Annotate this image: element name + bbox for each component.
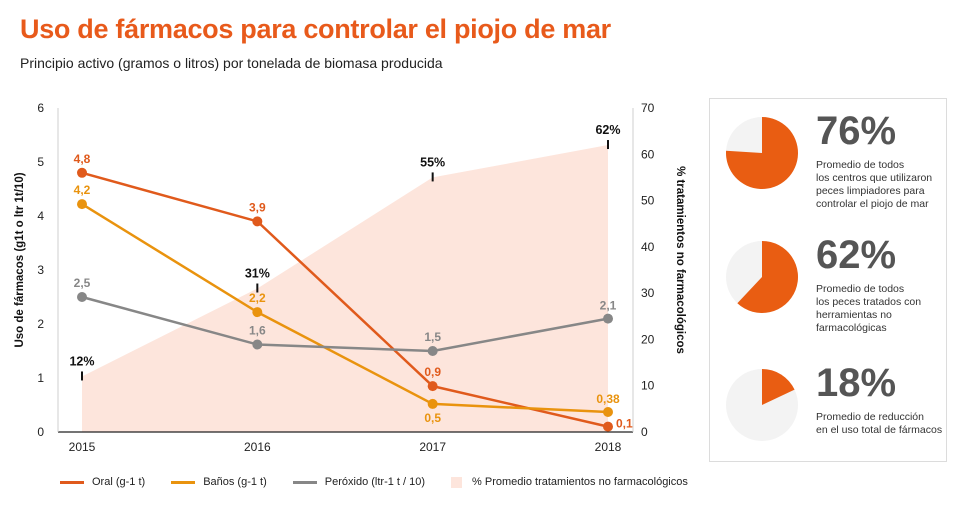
pie-chart-icon [726,117,798,189]
data-label: 4,8 [74,152,91,166]
y2-tick-label: 70 [641,101,655,115]
stat-description: Promedio de reducción en el uso total de… [816,411,943,436]
y-tick-label: 1 [37,371,44,385]
legend-item-area: % Promedio tratamientos no farmacológico… [451,476,688,488]
chart-title: Uso de fármacos para controlar el piojo … [20,14,611,44]
y2-tick-label: 20 [641,332,655,346]
series-point [77,167,87,178]
legend-item-peroxido: Peróxido (ltr-1 t / 10) [292,476,426,488]
data-label: 3,9 [249,200,266,214]
series-point [427,346,438,356]
pie-chart-icon [726,241,798,313]
stat-cleaner-fish: 76% Promedio de todos los centros que ut… [710,99,946,210]
legend-item-oral: Oral (g-1 t) [60,476,145,488]
y2-tick-label: 10 [641,379,655,393]
data-label: 2,1 [600,299,617,313]
legend-line-oral [60,480,84,484]
area-value-label: 31% [245,267,270,281]
legend-label-area: % Promedio tratamientos no farmacológico… [472,476,688,488]
series-point [427,381,438,392]
chart-legend: Oral (g-1 t) Baños (g-1 t) Peróxido (ltr… [60,476,714,488]
y-tick-label: 6 [37,101,44,115]
series-point [77,292,87,302]
data-label: 4,2 [74,183,91,197]
x-tick-label: 2017 [419,440,446,454]
y2-tick-label: 30 [641,286,655,300]
data-label: 0,1 [616,417,633,431]
pie-slice [737,241,798,313]
stat-description: Promedio de todos los centros que utiliz… [816,159,933,210]
series-line [81,295,609,353]
x-tick-label: 2018 [595,440,622,454]
y2-tick-label: 50 [641,194,655,208]
legend-label-banos: Baños (g-1 t) [203,476,267,488]
stat-description: Promedio de todos los peces tratados con… [816,283,922,334]
stats-panel: 76% Promedio de todos los centros que ut… [709,98,947,462]
legend-line-peroxido [292,480,317,484]
y-tick-label: 3 [37,263,44,277]
legend-item-banos: Baños (g-1 t) [171,476,267,488]
pie-chart-icon [726,369,798,441]
series-point [603,421,613,432]
series-point [603,407,613,418]
data-label: 0,5 [424,411,441,425]
legend-line-banos [171,480,196,484]
data-label: 2,5 [74,276,91,290]
y-tick-label: 5 [37,155,44,169]
y-tick-label: 2 [37,317,44,331]
y2-tick-label: 60 [641,147,655,161]
data-label: 1,6 [249,324,266,338]
data-label: 1,5 [424,330,441,344]
legend-label-oral: Oral (g-1 t) [92,476,146,488]
area-value-label: 55% [420,155,445,169]
data-label: 0,38 [596,392,620,406]
series-point [603,313,613,324]
pie-slice [726,117,798,189]
legend-label-peroxido: Peróxido (ltr-1 t / 10) [324,476,426,488]
y2-tick-label: 0 [641,425,648,439]
stat-value: 76% [816,109,897,153]
series-point [252,216,263,227]
y-tick-label: 4 [37,209,44,223]
data-label: 2,2 [249,291,266,305]
pie-slice [762,369,795,405]
series-point [427,398,438,409]
stat-reduction: 18% Promedio de reducción en el uso tota… [710,351,946,451]
chart-subtitle: Principio activo (gramos o litros) por t… [20,55,443,71]
stat-value: 18% [816,361,897,405]
y2-axis-title: % tratamientos no farmacológicos [674,166,686,354]
x-tick-label: 2016 [244,440,271,454]
legend-swatch-area [451,476,463,488]
stat-value: 62% [816,233,897,277]
series-point [77,199,87,210]
x-tick-label: 2015 [69,440,96,454]
area-non-pharma [82,145,608,432]
series-point [252,307,263,318]
y-axis-title: Uso de fármacos (g1t o ltr 1t/10) [14,172,26,347]
series-line [81,171,609,428]
y2-tick-label: 40 [641,240,655,254]
area-value-label: 12% [69,354,94,368]
series-line [81,203,609,414]
series-point [252,339,263,350]
area-value-label: 62% [595,123,620,137]
data-label: 0,9 [424,365,441,379]
stat-non-pharma-fish: 62% Promedio de todos los peces tratados… [710,223,946,334]
y-tick-label: 0 [37,425,44,439]
